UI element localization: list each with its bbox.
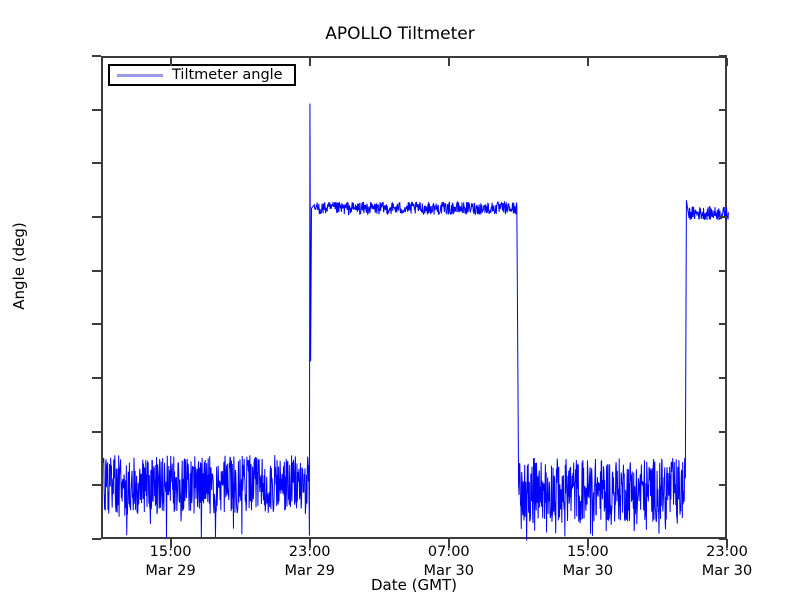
y-tick-mark-right — [719, 108, 727, 111]
y-tick-mark-right — [719, 377, 727, 379]
y-tick-mark — [92, 108, 101, 111]
page-title: APOLLO Tiltmeter — [325, 24, 475, 44]
legend-label: Tiltmeter angle — [172, 67, 283, 83]
x-tick-label: 15:00 Mar 29 — [101, 543, 241, 581]
x-tick-time: 15:00 — [566, 544, 609, 560]
x-tick-mark — [726, 539, 728, 548]
y-tick-mark — [92, 269, 101, 272]
y-tick-mark — [92, 216, 101, 218]
x-tick-date: Mar 30 — [562, 563, 614, 579]
y-tick-mark-right — [719, 269, 727, 272]
x-tick-mark-top — [586, 58, 589, 66]
x-tick-time: 23:00 — [288, 544, 331, 560]
y-tick-mark — [92, 55, 101, 57]
y-tick-mark-right — [719, 430, 727, 433]
y-tick-mark — [92, 484, 101, 487]
y-tick-mark — [92, 377, 101, 379]
x-tick-mark-top — [726, 58, 728, 66]
x-tick-label: 23:00 Mar 29 — [240, 543, 380, 581]
legend: Tiltmeter angle — [108, 64, 296, 86]
y-tick-mark — [92, 538, 101, 540]
legend-line-swatch — [117, 73, 163, 77]
x-tick-mark — [586, 539, 589, 548]
x-tick-time: 07:00 — [427, 544, 470, 560]
x-tick-mark-top — [308, 58, 311, 66]
y-tick-mark — [92, 162, 101, 165]
x-tick-date: Mar 29 — [284, 563, 335, 579]
x-tick-label: 15:00 Mar 30 — [518, 543, 658, 581]
tiltmeter-angle-line — [103, 103, 729, 541]
y-tick-mark-right — [719, 55, 727, 57]
y-axis-label: Angle (deg) — [10, 222, 28, 310]
x-tick-time: 23:00 — [706, 544, 748, 560]
y-tick-mark-right — [719, 162, 727, 165]
y-tick-mark — [92, 430, 101, 433]
y-tick-mark-right — [719, 216, 727, 218]
x-tick-mark — [169, 539, 172, 548]
y-tick-mark-right — [719, 323, 727, 326]
data-series-svg — [103, 103, 729, 541]
x-tick-time: 15:00 — [149, 544, 192, 560]
y-tick-mark — [92, 323, 101, 326]
x-tick-date: Mar 30 — [701, 563, 753, 579]
x-tick-mark-top — [169, 58, 172, 66]
x-tick-label: 23:00 Mar 30 — [657, 543, 797, 581]
x-tick-date: Mar 30 — [423, 563, 474, 579]
y-tick-mark-right — [719, 484, 727, 487]
x-tick-label: 07:00 Mar 30 — [379, 543, 519, 581]
x-tick-mark-top — [447, 58, 450, 66]
x-axis-label: Date (GMT) — [370, 576, 458, 594]
plot-area — [101, 56, 729, 541]
x-tick-date: Mar 29 — [145, 563, 196, 579]
x-tick-mark — [447, 539, 450, 548]
y-tick-mark-right — [719, 538, 727, 540]
x-tick-mark — [308, 539, 311, 548]
